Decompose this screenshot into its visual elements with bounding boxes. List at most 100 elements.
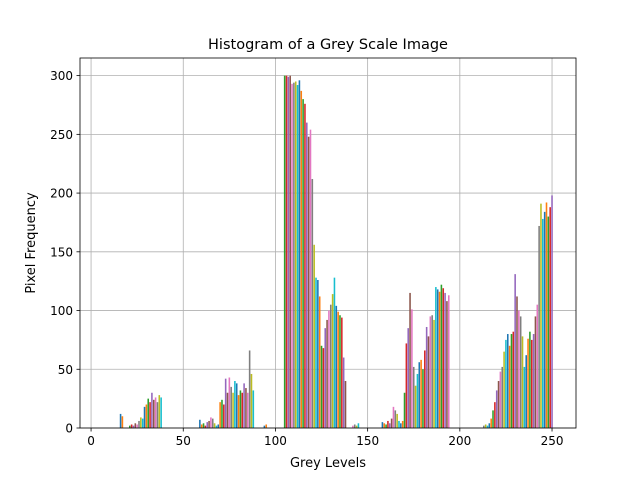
histogram-bar — [243, 383, 245, 428]
histogram-bar — [512, 331, 515, 428]
histogram-bar — [483, 425, 485, 428]
histogram-bar — [239, 390, 242, 428]
histogram-bar — [160, 397, 162, 428]
histogram-bar — [392, 406, 395, 428]
histogram-bar — [143, 406, 146, 428]
histogram-bar — [219, 402, 221, 428]
histogram-bar — [529, 331, 531, 428]
histogram-bar — [311, 178, 314, 428]
histogram-bar — [355, 425, 358, 428]
histogram-bar — [516, 296, 518, 428]
histogram-bar — [431, 315, 433, 428]
histogram-bar — [317, 280, 319, 428]
histogram-bar — [138, 420, 140, 428]
histogram-bar — [495, 390, 498, 428]
histogram-bar — [211, 418, 214, 428]
histogram-bar — [223, 404, 225, 428]
histogram-bar — [156, 402, 159, 428]
histogram-bar — [398, 420, 400, 428]
histogram-bar — [306, 122, 308, 428]
histogram-bar — [322, 348, 325, 428]
histogram-bar — [506, 334, 509, 428]
histogram-bar — [420, 359, 422, 428]
x-tick-label: 50 — [176, 434, 191, 448]
histogram-bar — [210, 417, 212, 428]
histogram-bar — [551, 195, 553, 428]
histogram-bar — [208, 420, 210, 428]
histogram-bar — [549, 207, 551, 428]
histogram-bar — [291, 83, 293, 428]
histogram-bar — [204, 425, 207, 428]
x-tick-label: 0 — [87, 434, 95, 448]
histogram-bar — [250, 373, 253, 428]
histogram-bar — [536, 304, 539, 428]
histogram-bar — [519, 316, 522, 428]
histogram-bar — [226, 392, 229, 428]
histogram-bar — [435, 287, 437, 428]
histogram-bar — [333, 277, 336, 428]
histogram-bar — [407, 328, 409, 428]
histogram-bar — [158, 395, 161, 428]
histogram-bar — [429, 316, 432, 428]
histogram-bar — [438, 291, 441, 428]
histogram-bar — [320, 345, 323, 428]
histogram-bar — [221, 399, 223, 428]
y-tick-label: 50 — [58, 363, 73, 377]
histogram-bar — [132, 425, 135, 428]
histogram-bar — [499, 371, 502, 428]
histogram-bar — [245, 388, 247, 428]
histogram-bar — [523, 366, 526, 428]
histogram-bar — [228, 377, 231, 428]
y-tick-label: 0 — [65, 422, 73, 436]
histogram-bar — [414, 385, 417, 428]
histogram-bar — [505, 339, 507, 428]
histogram-bar — [215, 425, 218, 428]
histogram-bar — [230, 386, 232, 428]
histogram-bar — [394, 410, 397, 428]
histogram-bar — [418, 362, 421, 428]
histogram-bar — [538, 225, 540, 428]
histogram-bar — [154, 397, 157, 428]
histogram-bar — [328, 310, 330, 428]
histogram-bar — [206, 422, 209, 428]
histogram-bar — [390, 418, 393, 428]
histogram-bar — [514, 274, 516, 428]
histogram-bar — [547, 216, 550, 428]
histogram-bar — [409, 292, 411, 428]
histogram-bar — [265, 424, 268, 428]
histogram-bar — [202, 423, 205, 428]
histogram-bar — [532, 334, 535, 428]
histogram-bar — [353, 424, 356, 428]
histogram-bar — [140, 417, 142, 428]
histogram-bar — [442, 288, 445, 428]
histogram-bar — [224, 378, 227, 428]
histogram-bar — [324, 328, 327, 428]
histogram-bar — [213, 423, 216, 428]
histogram-bar — [326, 319, 328, 428]
histogram-bar — [235, 383, 238, 428]
histogram-bar — [304, 103, 306, 429]
chart-title: Histogram of a Grey Scale Image — [208, 37, 448, 53]
histogram-bar — [503, 351, 505, 428]
histogram-bar — [293, 82, 295, 429]
histogram-bar — [337, 311, 339, 428]
histogram-bar — [232, 392, 234, 428]
histogram-bar — [149, 402, 151, 428]
histogram-bar — [405, 343, 408, 428]
histogram-bar — [530, 339, 533, 428]
histogram-bar — [200, 424, 203, 428]
histogram-bar — [508, 345, 511, 428]
histogram-bar — [241, 392, 244, 428]
histogram-bar — [357, 423, 360, 428]
histogram-bar — [341, 317, 343, 428]
histogram-bar — [492, 410, 494, 428]
axis-ticks: 0 50 100 150 200 250 0 50 100 150 200 250 300 — [50, 69, 563, 448]
histogram-bar — [403, 392, 406, 428]
histogram-bar — [425, 326, 428, 428]
axes-frame — [79, 57, 577, 429]
histogram-bar — [412, 366, 415, 428]
histogram-bar — [234, 381, 236, 428]
histogram-bar — [344, 381, 347, 428]
histogram-bar — [248, 350, 251, 428]
histogram-bar — [545, 202, 548, 428]
